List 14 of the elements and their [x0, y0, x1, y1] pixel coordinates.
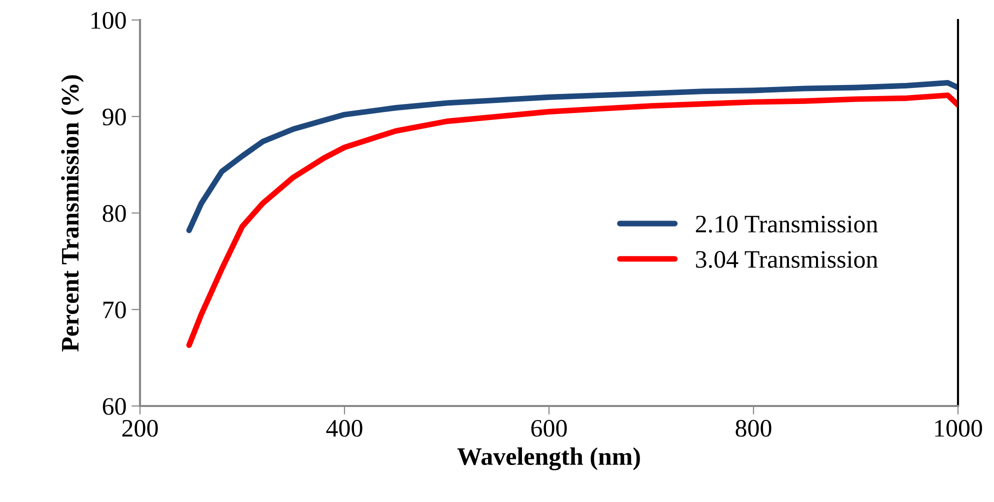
y-tick-label: 70	[103, 302, 126, 318]
y-tick-label: 90	[102, 108, 126, 126]
y-axis-title: Percent Transmission (%)	[61, 75, 84, 352]
y-tick-label: 60	[102, 398, 126, 415]
y-tick-label: 100	[92, 12, 126, 29]
x-tick-label: 1000	[935, 420, 982, 437]
legend-label: 3.04 Transmission	[696, 251, 878, 268]
x-tick-label: 800	[736, 420, 772, 437]
y-tick-label: 80	[102, 205, 126, 222]
legend-label: 2.10 Transmission	[696, 216, 878, 233]
x-tick-label: 600	[531, 420, 567, 437]
x-tick-label: 200	[122, 420, 158, 437]
x-tick-label: 400	[326, 420, 362, 437]
x-axis-title: Wavelength (nm)	[457, 447, 640, 470]
